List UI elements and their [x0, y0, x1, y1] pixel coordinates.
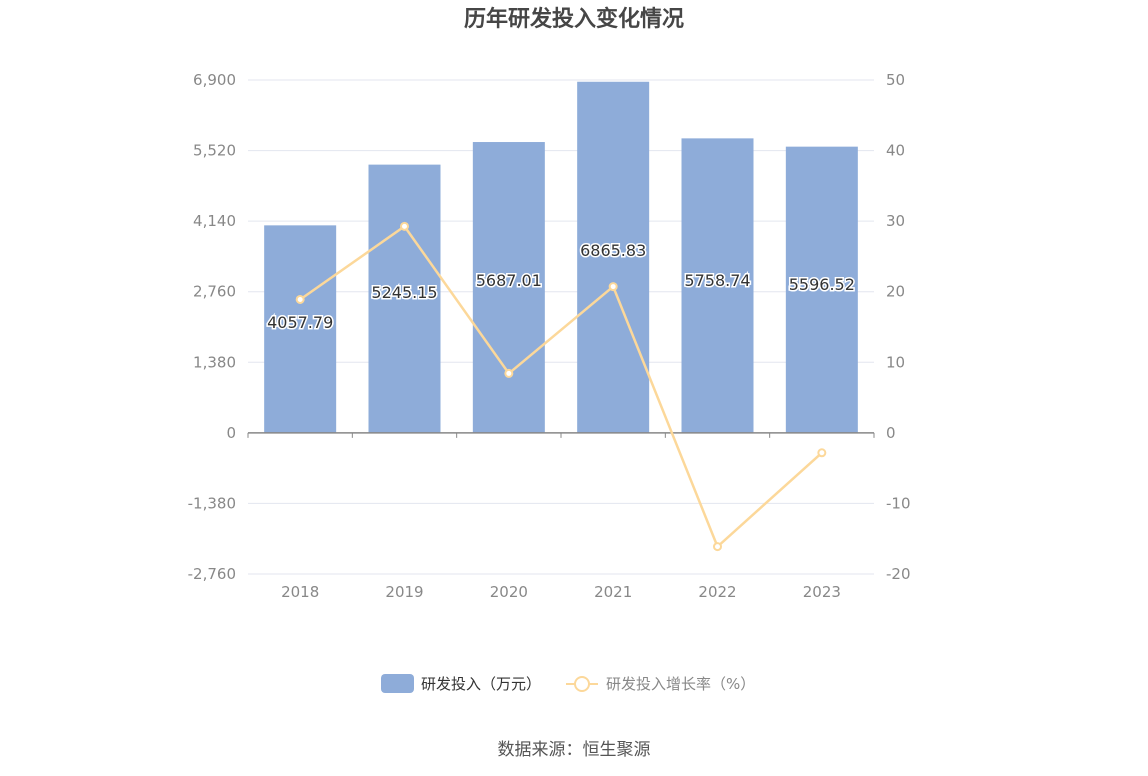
line-point — [817, 448, 827, 458]
right-y-axis: 50 40 30 20 10 0 -10 -20 — [886, 71, 911, 583]
left-y-tick-label: 2,760 — [193, 283, 236, 301]
data-labels: 4057.79 5245.15 5687.01 6865.83 5758.74 5596.… — [266, 240, 857, 334]
left-y-tick-label: 4,140 — [193, 212, 236, 230]
x-tick-label: 2023 — [803, 583, 841, 601]
line-series — [295, 221, 827, 552]
bar-value-label: 5687.01 — [476, 271, 542, 290]
bar-series — [264, 81, 858, 433]
bar-value-label: 5245.15 — [371, 283, 437, 302]
bar — [681, 138, 754, 433]
right-y-tick-label: 10 — [886, 353, 905, 371]
line-point — [400, 221, 409, 231]
right-y-tick-label: 20 — [886, 283, 905, 301]
bar — [785, 146, 858, 433]
bar — [472, 142, 545, 433]
bar-value-label: 5758.74 — [684, 271, 750, 290]
x-tick-label: 2022 — [698, 583, 736, 601]
left-y-tick-label: -2,760 — [188, 565, 236, 583]
growth-line — [299, 224, 823, 549]
bar — [264, 225, 337, 433]
left-y-tick-label: 6,900 — [193, 71, 236, 89]
bar — [577, 81, 650, 433]
line-point — [608, 282, 618, 292]
bar — [368, 164, 441, 433]
source-text: 数据来源：恒生聚源 — [498, 740, 651, 760]
legend-line-marker — [574, 676, 590, 692]
x-tick-label: 2020 — [490, 583, 528, 601]
x-tick-label: 2018 — [281, 583, 319, 601]
right-y-tick-label: 30 — [886, 212, 905, 230]
legend-bar-label[interactable]: 研发投入（万元） — [421, 675, 541, 693]
left-y-tick-label: 1,380 — [193, 353, 236, 371]
right-y-tick-label: 40 — [886, 142, 905, 160]
x-tick-label: 2019 — [385, 583, 423, 601]
chart-title: 历年研发投入变化情况 — [464, 6, 684, 32]
line-point — [504, 368, 514, 378]
line-point — [295, 294, 305, 304]
left-y-tick-label: 5,520 — [193, 142, 236, 160]
legend-bar-swatch[interactable] — [381, 674, 414, 693]
x-axis — [247, 432, 875, 438]
line-point — [713, 542, 722, 552]
left-y-tick-label: 0 — [226, 424, 236, 442]
right-y-tick-label: -10 — [886, 494, 911, 512]
bar-value-label: 4057.79 — [267, 313, 333, 332]
grid-lines — [248, 79, 874, 575]
bar-value-label: 6865.83 — [580, 241, 646, 260]
x-axis-ticks: 2018 2019 2020 2021 2022 2023 — [281, 583, 841, 601]
right-y-tick-label: 50 — [886, 71, 905, 89]
right-y-tick-label: -20 — [886, 565, 911, 583]
right-y-tick-label: 0 — [886, 424, 896, 442]
x-tick-label: 2021 — [594, 583, 632, 601]
legend-line-label[interactable]: 研发投入增长率（%） — [606, 675, 755, 693]
left-y-axis: 6,900 5,520 4,140 2,760 1,380 0 -1,380 -2,760 — [188, 71, 236, 583]
left-y-tick-label: -1,380 — [188, 494, 236, 512]
legend: 研发投入（万元） 研发投入增长率（%） — [381, 674, 755, 693]
bar-value-label: 5596.52 — [789, 275, 855, 294]
